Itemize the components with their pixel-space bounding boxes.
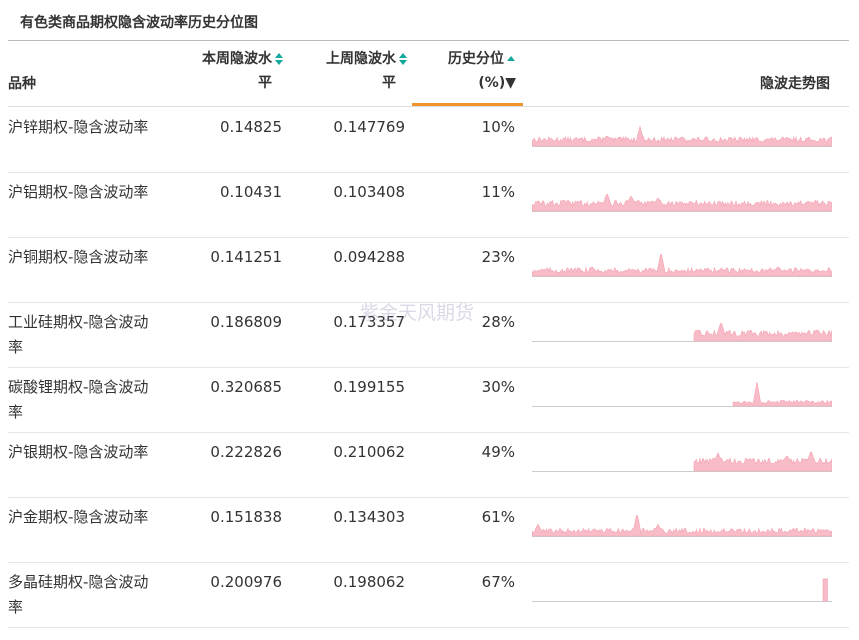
cell-percentile: 28% [405, 310, 515, 335]
header-percentile-label: 历史分位 [448, 51, 504, 67]
sparkline-chart [532, 312, 832, 342]
cell-previous: 0.173357 [282, 310, 405, 335]
table-row[interactable]: 沪银期权-隐含波动率 0.222826 0.210062 49% [8, 432, 849, 498]
sort-updown-icon[interactable] [398, 52, 408, 66]
cell-name: 多晶硅期权-隐含波动率 [8, 570, 158, 620]
sparkline-area [694, 452, 832, 471]
cell-name: 沪锌期权-隐含波动率 [8, 115, 158, 140]
sparkline-area [532, 255, 832, 277]
cell-current: 0.200976 [158, 570, 282, 595]
header-previous-label-2: 平 [290, 71, 408, 95]
cell-percentile: 23% [405, 245, 515, 270]
cell-previous: 0.134303 [282, 505, 405, 530]
cell-name: 碳酸锂期权-隐含波动率 [8, 375, 158, 425]
header-previous-label: 上周隐波水 [326, 51, 396, 67]
table-row[interactable]: 碳酸锂期权-隐含波动率 0.320685 0.199155 30% [8, 367, 849, 433]
header-percentile-label-2: (%)▼ [412, 71, 522, 95]
header-name: 品种 [8, 72, 36, 96]
cell-current: 0.10431 [158, 180, 282, 205]
cell-previous: 0.198062 [282, 570, 405, 595]
sparkline-chart [532, 377, 832, 407]
header-current-label-2: 平 [160, 71, 284, 95]
cell-previous: 0.199155 [282, 375, 405, 400]
title-bar: 有色类商品期权隐含波动率历史分位图 [8, 0, 849, 41]
cell-name: 沪金期权-隐含波动率 [8, 505, 158, 530]
sparkline-area [694, 324, 832, 342]
table-row[interactable]: 沪铝期权-隐含波动率 0.10431 0.103408 11% [8, 172, 849, 238]
sparkline-chart [532, 442, 832, 472]
cell-current: 0.222826 [158, 440, 282, 465]
cell-current: 0.14825 [158, 115, 282, 140]
cell-current: 0.151838 [158, 505, 282, 530]
cell-previous: 0.210062 [282, 440, 405, 465]
sparkline-chart [532, 572, 832, 602]
header-previous-week[interactable]: 上周隐波水 平 [290, 47, 408, 95]
table-row[interactable]: 多晶硅期权-隐含波动率 0.200976 0.198062 67% [8, 562, 849, 628]
header-current-week[interactable]: 本周隐波水 平 [160, 47, 284, 95]
cell-percentile: 30% [405, 375, 515, 400]
sparkline-area [532, 516, 832, 536]
cell-percentile: 11% [405, 180, 515, 205]
table-row[interactable]: 工业硅期权-隐含波动率 0.186809 0.173357 28% [8, 302, 849, 368]
sparkline-chart [532, 247, 832, 277]
cell-previous: 0.094288 [282, 245, 405, 270]
sort-up-icon[interactable] [506, 52, 516, 66]
sparkline-area [823, 579, 828, 601]
cell-name: 工业硅期权-隐含波动率 [8, 310, 158, 360]
sparkline-area [532, 195, 832, 212]
sort-updown-icon[interactable] [274, 52, 284, 66]
header-trend: 隐波走势图 [700, 72, 830, 96]
sparkline-chart [532, 507, 832, 537]
cell-previous: 0.103408 [282, 180, 405, 205]
sparkline-area [532, 127, 832, 147]
cell-name: 沪铜期权-隐含波动率 [8, 245, 158, 270]
sparkline-chart [532, 182, 832, 212]
cell-name: 沪铝期权-隐含波动率 [8, 180, 158, 205]
header-percentile[interactable]: 历史分位 (%)▼ [412, 47, 522, 95]
sparkline-area [733, 382, 832, 406]
cell-percentile: 49% [405, 440, 515, 465]
cell-current: 0.320685 [158, 375, 282, 400]
table-row[interactable]: 沪锌期权-隐含波动率 0.14825 0.147769 10% [8, 107, 849, 173]
table-row[interactable]: 沪金期权-隐含波动率 0.151838 0.134303 61% [8, 497, 849, 563]
table-row[interactable]: 沪铜期权-隐含波动率 0.141251 0.094288 23% [8, 237, 849, 303]
cell-previous: 0.147769 [282, 115, 405, 140]
cell-percentile: 67% [405, 570, 515, 595]
header-current-label: 本周隐波水 [202, 51, 272, 67]
cell-current: 0.186809 [158, 310, 282, 335]
cell-name: 沪银期权-隐含波动率 [8, 440, 158, 465]
cell-current: 0.141251 [158, 245, 282, 270]
page-title: 有色类商品期权隐含波动率历史分位图 [20, 12, 258, 32]
cell-percentile: 61% [405, 505, 515, 530]
sparkline-chart [532, 117, 832, 147]
cell-percentile: 10% [405, 115, 515, 140]
